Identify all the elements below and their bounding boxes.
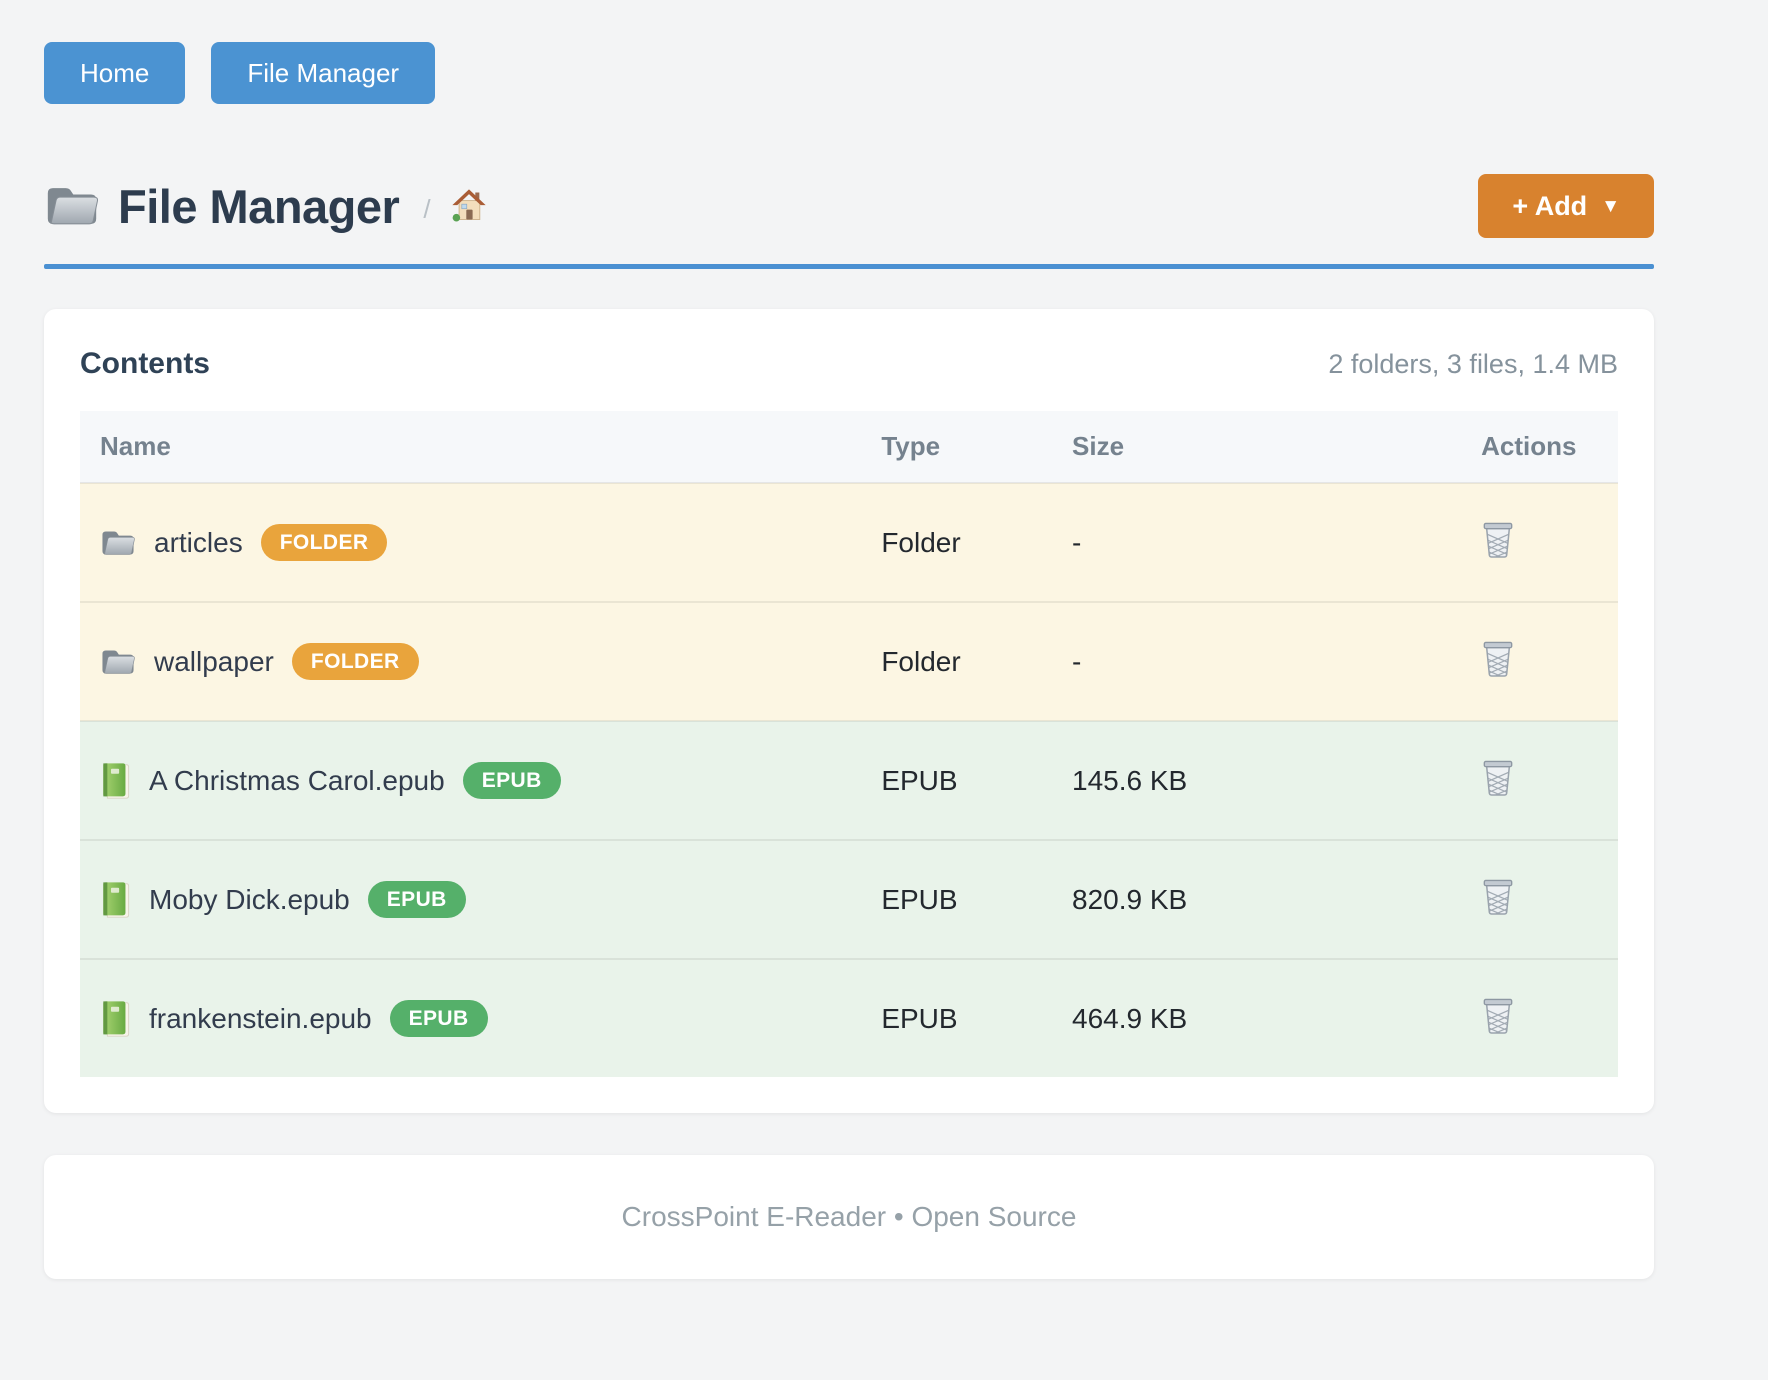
- table-row: Moby Dick.epub EPUB EPUB 820.9 KB: [80, 840, 1618, 959]
- file-table-body: articles FOLDER Folder -: [80, 483, 1618, 1077]
- delete-button[interactable]: [1481, 996, 1515, 1034]
- file-type: Folder: [861, 602, 1053, 721]
- footer: CrossPoint E-Reader • Open Source: [44, 1155, 1654, 1279]
- file-name[interactable]: wallpaper: [154, 645, 274, 677]
- file-type-badge: EPUB: [462, 762, 561, 799]
- file-size: -: [1052, 483, 1462, 602]
- delete-button[interactable]: [1481, 758, 1515, 796]
- column-header-name: Name: [80, 411, 862, 483]
- file-name[interactable]: articles: [154, 526, 243, 558]
- page-header: File Manager / + Add ▼: [44, 174, 1654, 238]
- breadcrumb-separator: /: [423, 193, 431, 224]
- table-row: wallpaper FOLDER Folder -: [80, 602, 1618, 721]
- delete-button[interactable]: [1481, 520, 1515, 558]
- trash-icon: [1481, 877, 1515, 915]
- file-table: Name Type Size Actions: [80, 411, 1618, 1077]
- contents-summary: 2 folders, 3 files, 1.4 MB: [1328, 349, 1618, 379]
- top-nav: Home File Manager: [44, 42, 1654, 104]
- file-name[interactable]: Moby Dick.epub: [149, 883, 350, 915]
- file-name[interactable]: A Christmas Carol.epub: [149, 764, 445, 796]
- file-type-badge: FOLDER: [260, 524, 388, 561]
- folder-icon: [44, 183, 100, 229]
- delete-button[interactable]: [1481, 877, 1515, 915]
- file-type-badge: EPUB: [367, 881, 466, 918]
- add-button-label: + Add: [1512, 190, 1588, 221]
- file-type: EPUB: [861, 840, 1053, 959]
- page: Home File Manager File Manager /: [44, 0, 1654, 1279]
- delete-button[interactable]: [1481, 639, 1515, 677]
- trash-icon: [1481, 520, 1515, 558]
- file-size: 464.9 KB: [1052, 959, 1462, 1077]
- contents-heading: Contents: [80, 347, 210, 380]
- breadcrumb: File Manager /: [44, 179, 487, 234]
- home-icon[interactable]: [451, 188, 487, 224]
- contents-card: Contents 2 folders, 3 files, 1.4 MB Name…: [44, 309, 1654, 1113]
- table-row: articles FOLDER Folder -: [80, 483, 1618, 602]
- folder-icon: [100, 528, 136, 558]
- page-title: File Manager: [118, 179, 400, 233]
- footer-text: CrossPoint E-Reader • Open Source: [621, 1201, 1077, 1232]
- column-header-type: Type: [861, 411, 1053, 483]
- nav-button-home[interactable]: Home: [44, 42, 186, 104]
- table-row: frankenstein.epub EPUB EPUB 464.9 KB: [80, 959, 1618, 1077]
- table-header-row: Name Type Size Actions: [80, 411, 1618, 483]
- file-name[interactable]: frankenstein.epub: [149, 1002, 372, 1034]
- trash-icon: [1481, 758, 1515, 796]
- column-header-size: Size: [1052, 411, 1462, 483]
- nav-button-file-manager[interactable]: File Manager: [211, 42, 436, 104]
- folder-icon: [100, 647, 136, 677]
- chevron-down-icon: ▼: [1601, 196, 1620, 217]
- file-size: 820.9 KB: [1052, 840, 1462, 959]
- file-type-badge: FOLDER: [291, 643, 419, 680]
- add-button[interactable]: + Add ▼: [1478, 174, 1654, 238]
- file-size: 145.6 KB: [1052, 721, 1462, 840]
- table-row: A Christmas Carol.epub EPUB EPUB 145.6 K…: [80, 721, 1618, 840]
- epub-book-icon: [100, 881, 131, 919]
- epub-book-icon: [100, 1000, 131, 1038]
- file-type: EPUB: [861, 959, 1053, 1077]
- trash-icon: [1481, 996, 1515, 1034]
- header-divider: [44, 264, 1654, 269]
- file-type-badge: EPUB: [389, 1000, 488, 1037]
- file-type: EPUB: [861, 721, 1053, 840]
- column-header-actions: Actions: [1461, 411, 1618, 483]
- file-size: -: [1052, 602, 1462, 721]
- file-type: Folder: [861, 483, 1053, 602]
- epub-book-icon: [100, 762, 131, 800]
- trash-icon: [1481, 639, 1515, 677]
